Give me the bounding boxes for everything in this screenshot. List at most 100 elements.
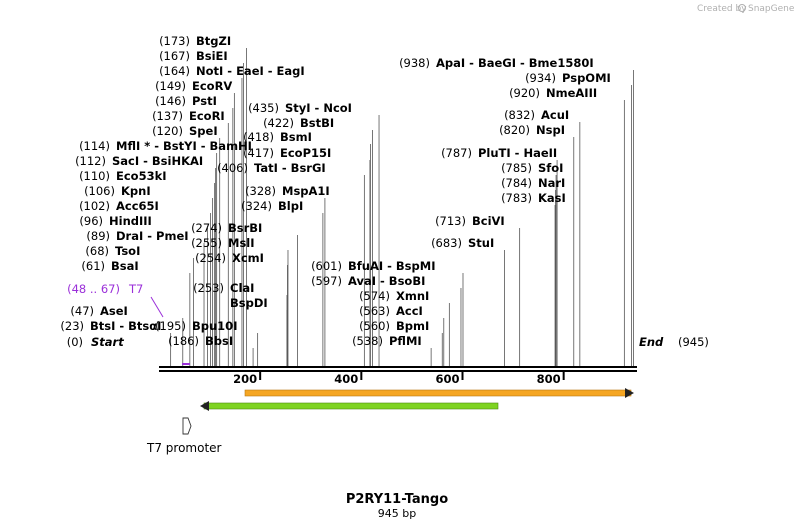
site-enzyme-names[interactable]: SacI - BsiHKAI [112,154,203,168]
site-label-45[interactable]: (832) AcuI [504,108,569,122]
site-enzyme-names[interactable]: XcmI [232,251,264,265]
site-enzyme-names[interactable]: BstBI [300,116,334,130]
site-enzyme-names[interactable]: BsiEI [196,49,228,63]
site-label-46[interactable]: (920) NmeAIII [509,86,597,100]
primer-name[interactable]: T7 [128,282,143,296]
site-label-23[interactable]: (255) MslI [191,236,254,250]
site-enzyme-names[interactable]: MflI * - BstYI - BamHI [116,139,252,153]
site-enzyme-names[interactable]: StyI - NcoI [285,101,352,115]
site-label-30[interactable]: (422) BstBI [263,116,334,130]
site-label-7[interactable]: (114) MflI * - BstYI - BamHI [79,139,252,153]
site-enzyme-names[interactable]: Bpu10I [192,319,237,333]
site-label-27[interactable]: (406) TatI - BsrGI [217,161,326,175]
backbone-top-strand[interactable] [159,366,637,368]
site-enzyme-names[interactable]: ApaI - BaeGI - Bme1580I [436,56,594,70]
site-label-22[interactable]: (254) XcmI [195,251,264,265]
site-enzyme-names[interactable]: ClaI [230,281,254,295]
site-label-34[interactable]: (574) XmnI [359,289,429,303]
site-enzyme-names[interactable]: NspI [536,123,565,137]
site-label-36[interactable]: (560) BpmI [359,319,429,333]
site-label-12[interactable]: (96) HindIII [79,214,151,228]
site-enzyme-names[interactable]: SfoI [538,161,563,175]
site-enzyme-names[interactable]: BsrBI [228,221,262,235]
site-label-48[interactable]: (938) ApaI - BaeGI - Bme1580I [399,56,594,70]
site-label-1[interactable]: (167) BsiEI [159,49,228,63]
backbone-bottom-strand[interactable] [159,370,637,372]
site-label-25[interactable]: (324) BlpI [241,199,303,213]
site-label-47[interactable]: (934) PspOMI [525,71,611,85]
site-enzyme-names[interactable]: KasI [538,191,566,205]
site-enzyme-names[interactable]: HindIII [109,214,152,228]
site-enzyme-names[interactable]: BlpI [278,199,303,213]
site-label-3[interactable]: (149) EcoRV [155,79,232,93]
site-label-44[interactable]: (820) NspI [499,123,565,137]
site-label-33[interactable]: (597) AvaI - BsoBI [311,274,425,288]
site-enzyme-names[interactable]: PluTI - HaeII [478,146,557,160]
site-enzyme-names[interactable]: NmeAIII [546,86,597,100]
site-enzyme-names[interactable]: AseI [100,304,128,318]
orange-feature-arrow[interactable] [244,388,634,398]
site-label-26[interactable]: (328) MspA1I [245,184,330,198]
site-label-14[interactable]: (68) TsoI [85,244,140,258]
site-enzyme-names[interactable]: BsaI [111,259,139,273]
site-label-21[interactable]: BspDI [230,296,268,310]
site-label-11[interactable]: (102) Acc65I [79,199,159,213]
site-enzyme-names[interactable]: BsmI [280,130,312,144]
site-enzyme-names[interactable]: BbsI [205,334,233,348]
site-enzyme-names[interactable]: AcuI [541,108,569,122]
site-label-5[interactable]: (137) EcoRI [152,109,225,123]
t7-promoter-arrow-icon[interactable] [182,417,192,435]
site-enzyme-names[interactable]: Acc65I [116,199,159,213]
site-label-19[interactable]: (186) BbsI [168,334,233,348]
site-label-43[interactable]: (787) PluTI - HaeII [441,146,557,160]
site-label-32[interactable]: (601) BfuAI - BspMI [311,259,435,273]
site-label-24[interactable]: (274) BsrBI [191,221,262,235]
site-label-42[interactable]: (785) SfoI [501,161,563,175]
site-enzyme-names[interactable]: TsoI [115,244,140,258]
site-enzyme-names[interactable]: EcoP15I [280,146,331,160]
site-enzyme-names[interactable]: AvaI - BsoBI [348,274,425,288]
site-label-16[interactable]: (47) AseI [70,304,127,318]
site-label-28[interactable]: (417) EcoP15I [243,146,331,160]
site-enzyme-names[interactable]: PstI [192,94,217,108]
site-enzyme-names[interactable]: XmnI [396,289,429,303]
green-feature-arrow[interactable] [200,401,499,411]
site-label-9[interactable]: (110) Eco53kI [79,169,166,183]
site-enzyme-names[interactable]: BciVI [472,214,505,228]
site-label-20[interactable]: (253) ClaI [193,281,254,295]
site-label-38[interactable]: (683) StuI [431,236,494,250]
site-enzyme-names[interactable]: BtgZI [196,34,231,48]
site-label-29[interactable]: (418) BsmI [243,130,312,144]
site-enzyme-names[interactable]: MspA1I [282,184,330,198]
site-enzyme-names[interactable]: NotI - EaeI - EagI [196,64,305,78]
site-enzyme-names[interactable]: BtsI - BtsαI [90,319,161,333]
site-enzyme-names[interactable]: BspDI [230,296,268,310]
site-enzyme-names[interactable]: Eco53kI [116,169,167,183]
site-label-17[interactable]: (23) BtsI - BtsαI [60,319,161,333]
site-label-41[interactable]: (784) NarI [501,176,565,190]
site-enzyme-names[interactable]: KpnI [121,184,151,198]
site-enzyme-names[interactable]: BfuAI - BspMI [348,259,435,273]
site-enzyme-names[interactable]: AccI [396,304,423,318]
site-enzyme-names[interactable]: EcoRV [192,79,232,93]
site-label-37[interactable]: (538) PflMI [352,334,422,348]
site-enzyme-names[interactable]: EcoRI [189,109,225,123]
site-enzyme-names[interactable]: MslI [228,236,255,250]
site-enzyme-names[interactable]: StuI [468,236,494,250]
site-label-40[interactable]: (783) KasI [501,191,566,205]
site-label-10[interactable]: (106) KpnI [84,184,151,198]
site-enzyme-names[interactable]: SpeI [189,124,218,138]
site-enzyme-names[interactable]: NarI [538,176,565,190]
site-label-31[interactable]: (435) StyI - NcoI [248,101,352,115]
site-label-15[interactable]: (61) BsaI [81,259,138,273]
site-label-35[interactable]: (563) AccI [359,304,423,318]
site-label-39[interactable]: (713) BciVI [435,214,505,228]
site-label-13[interactable]: (89) DraI - PmeI [86,229,188,243]
site-enzyme-names[interactable]: PflMI [389,334,422,348]
site-enzyme-names[interactable]: DraI - PmeI [116,229,189,243]
site-label-6[interactable]: (120) SpeI [152,124,218,138]
site-enzyme-names[interactable]: PspOMI [562,71,611,85]
site-enzyme-names[interactable]: TatI - BsrGI [254,161,326,175]
site-label-0[interactable]: (173) BtgZI [159,34,231,48]
site-enzyme-names[interactable]: BpmI [396,319,429,333]
